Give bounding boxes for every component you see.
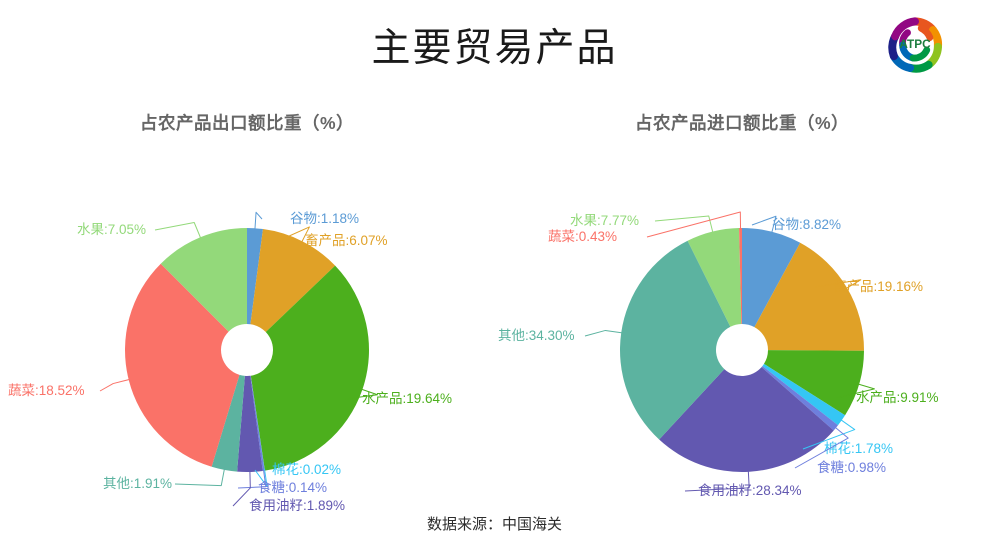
pie-label-水产品: 水产品:9.91% (856, 390, 939, 405)
pie-slice-蔬菜[interactable] (124, 263, 240, 467)
pie-label-食用油籽: 食用油籽:28.34% (698, 482, 802, 498)
pie-slice-其他[interactable] (211, 374, 245, 472)
leader-line-谷物 (254, 211, 263, 231)
pie-slice-蔬菜[interactable] (739, 228, 742, 325)
pie-label-食用油籽: 食用油籽:1.89% (249, 497, 345, 513)
pie-label-水产品: 水产品:19.64% (362, 391, 452, 406)
pie-label-棉花: 棉花:1.78% (824, 441, 893, 456)
pie-label-谷物: 谷物:1.18% (290, 211, 359, 226)
pie-label-其他: 其他:1.91% (103, 476, 172, 491)
leader-line-水产品 (344, 388, 379, 400)
pie-slice-棉花[interactable] (762, 363, 846, 426)
leader-line-其他 (584, 329, 624, 337)
pie-slice-水果[interactable] (687, 228, 742, 327)
pie-label-蔬菜: 蔬菜:18.52% (8, 383, 85, 398)
pie-label-谷物: 谷物:8.82% (772, 217, 841, 232)
pie-slice-水果[interactable] (160, 228, 247, 332)
pie-label-食糖: 食糖:0.98% (817, 459, 886, 475)
pie-slice-食用油籽[interactable] (237, 375, 263, 472)
chart-title-export: 占农产品出口额比重（%） (139, 113, 355, 133)
pie-slice-水产品[interactable] (250, 265, 369, 471)
leader-line-水果 (154, 221, 202, 240)
leader-line-谷物 (751, 215, 777, 234)
leader-line-食糖 (794, 426, 849, 469)
pie-label-蔬菜: 蔬菜:0.43% (548, 229, 617, 244)
leader-line-其他 (174, 467, 226, 487)
pie-slice-谷物[interactable] (247, 228, 263, 325)
pie-label-畜产品: 畜产品:19.16% (833, 279, 923, 294)
leader-line-食用油籽 (232, 469, 251, 507)
leader-line-水果 (654, 215, 714, 234)
chart-panel-export: 占农产品出口额比重（%） 谷物:1.18% 畜产品:6.07% 水产品:19.64%… (0, 100, 494, 520)
pie-label-棉花: 棉花:0.02% (272, 462, 341, 477)
pie-label-水果: 水果:7.77% (570, 213, 639, 228)
leader-line-蔬菜 (99, 378, 131, 392)
leader-line-食糖 (237, 468, 267, 489)
leader-line-蔬菜 (646, 211, 742, 238)
leader-line-水产品 (836, 383, 875, 399)
chart-panel-import: 占农产品进口额比重（%） 谷物:8.82% 畜产品:19.16% 水产品:9.91%… (495, 100, 989, 520)
pie-chart-export[interactable]: 谷物:1.18% 畜产品:6.07% 水产品:19.64% 棉花:0.02% 食糖:0.… (0, 100, 494, 520)
data-source-note: 数据来源：中国海关 (426, 516, 562, 533)
pie-slice-食糖[interactable] (250, 375, 265, 471)
leader-line-棉花 (802, 418, 856, 450)
pie-label-食糖: 食糖:0.14% (258, 479, 327, 495)
pie-label-其他: 其他:34.30% (498, 328, 575, 343)
pie-slice-水产品[interactable] (763, 350, 864, 416)
page-title: 主要贸易产品 (371, 27, 618, 70)
pie-slice-谷物[interactable] (742, 228, 801, 328)
pie-slice-畜产品[interactable] (250, 229, 336, 333)
pie-label-畜产品: 畜产品:6.07% (305, 233, 388, 248)
leader-line-畜产品 (277, 226, 310, 244)
chart-title-import: 占农产品进口额比重（%） (634, 113, 850, 133)
pie-slice-畜产品[interactable] (754, 242, 864, 351)
pie-slice-棉花[interactable] (250, 375, 265, 471)
leader-line-畜产品 (814, 279, 862, 290)
pie-slice-食用油籽[interactable] (659, 367, 834, 472)
pie-chart-import[interactable]: 谷物:8.82% 畜产品:19.16% 水产品:9.91% 棉花:1.78% 食糖:0.… (495, 100, 989, 520)
pie-label-水果: 水果:7.05% (77, 222, 146, 237)
logo-wordmark: ATPC (899, 38, 931, 51)
pie-slice-其他[interactable] (620, 240, 731, 440)
pie-slice-食糖[interactable] (761, 366, 839, 431)
atpc-logo: ATPC (884, 14, 946, 76)
leader-line-棉花 (254, 468, 268, 488)
leader-line-食用油籽 (684, 469, 750, 492)
